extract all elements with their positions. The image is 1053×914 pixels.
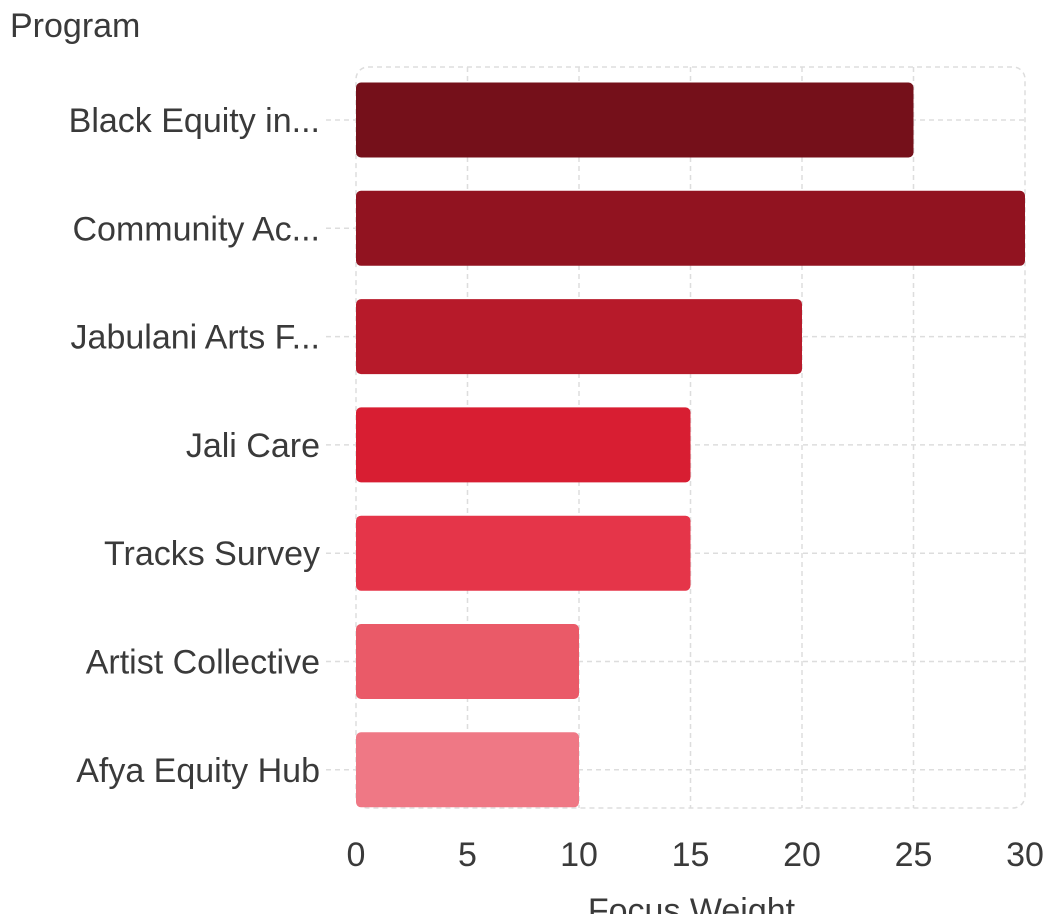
- x-tick-label: 15: [672, 836, 710, 874]
- bar[interactable]: [356, 407, 691, 483]
- y-tick-label: Jali Care: [186, 427, 320, 465]
- x-tick-label: 20: [783, 836, 821, 874]
- y-tick-label: Black Equity in...: [69, 102, 320, 140]
- bar[interactable]: [356, 732, 579, 808]
- bars-layer: [356, 82, 1025, 808]
- x-tick-label: 0: [347, 836, 366, 874]
- y-tick-label: Jabulani Arts F...: [71, 319, 320, 357]
- y-tick-labels: Black Equity in... Community Ac... Jabulan…: [69, 102, 320, 790]
- bar[interactable]: [356, 190, 1025, 266]
- bar[interactable]: [356, 515, 691, 591]
- y-tick-label: Community Ac...: [72, 210, 320, 248]
- x-tick-label: 30: [1006, 836, 1044, 874]
- bar[interactable]: [356, 624, 579, 699]
- y-tick-label: Tracks Survey: [104, 535, 320, 573]
- x-axis-title: Focus Weight: [588, 892, 796, 914]
- x-tick-label: 5: [458, 836, 477, 874]
- y-tick-label: Artist Collective: [86, 644, 320, 682]
- bar[interactable]: [356, 82, 914, 158]
- x-tick-labels: 0 5 10 15 20 25 30: [347, 836, 1044, 874]
- y-axis-title: Program: [10, 7, 140, 45]
- bar[interactable]: [356, 299, 802, 375]
- y-tick-label: Afya Equity Hub: [76, 752, 320, 790]
- x-tick-label: 25: [895, 836, 933, 874]
- x-tick-label: 10: [560, 836, 598, 874]
